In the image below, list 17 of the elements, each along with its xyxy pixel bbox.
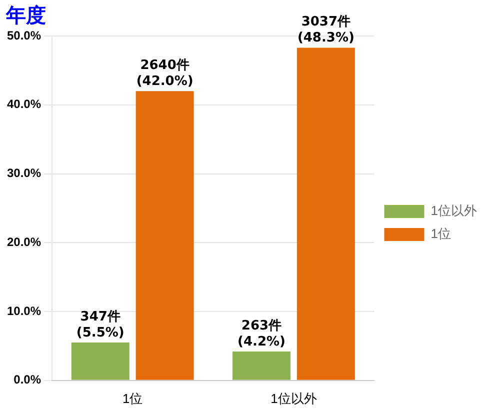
data-label: 2640件 (42.0%) xyxy=(136,58,194,90)
bar xyxy=(136,91,194,380)
y-tick-label: 0.0% xyxy=(14,372,42,387)
data-label: 347件 (5.5%) xyxy=(76,310,124,341)
legend-label: 1位 xyxy=(430,226,452,242)
bar xyxy=(71,342,130,380)
chart-title: 年度 xyxy=(6,2,46,29)
y-tick-label: 20.0% xyxy=(6,234,42,249)
data-label: 263件 (4.2%) xyxy=(238,318,286,350)
y-tick-label: 50.0% xyxy=(6,28,42,42)
y-tick-label: 30.0% xyxy=(6,166,42,180)
bar xyxy=(296,48,355,380)
y-tick-label: 10.0% xyxy=(6,304,42,318)
y-tick-label: 40.0% xyxy=(6,97,42,112)
data-label: 3037件 (48.3%) xyxy=(297,14,354,46)
bar xyxy=(232,351,290,380)
legend-label: 1位以外 xyxy=(430,203,478,218)
